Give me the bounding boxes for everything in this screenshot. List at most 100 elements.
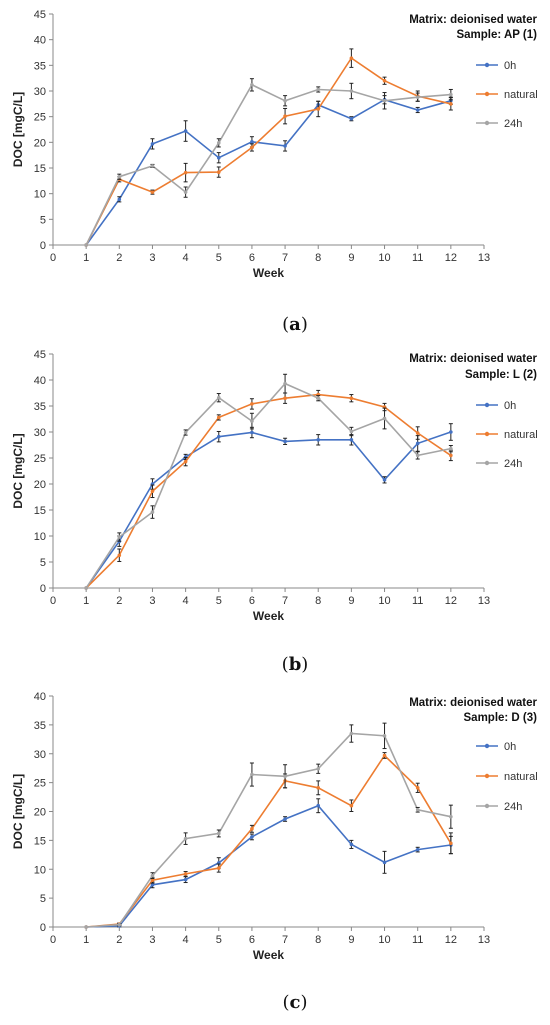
series-line-24h [85, 382, 451, 589]
data-point [316, 438, 321, 442]
series-line-0h [85, 98, 452, 246]
data-point [84, 586, 88, 590]
y-tick-label: 0 [40, 922, 46, 934]
legend-marker-0h [484, 743, 490, 749]
y-tick-label: 45 [34, 349, 46, 361]
data-point [150, 883, 155, 887]
x-tick-label: 7 [282, 934, 288, 946]
data-point [349, 116, 354, 121]
x-axis-label: Week [253, 609, 284, 623]
data-point [283, 774, 287, 779]
data-point [382, 416, 387, 421]
data-point [183, 170, 188, 175]
legend-label-0h: 0h [504, 400, 516, 412]
data-point [183, 872, 188, 876]
data-point [449, 102, 453, 106]
data-point [183, 836, 188, 841]
y-tick-label: 0 [40, 240, 46, 252]
annotation-matrix: Matrix: deionised water [409, 697, 537, 709]
x-tick-label: 5 [216, 252, 222, 264]
x-tick-label: 13 [478, 252, 490, 264]
x-tick-label: 12 [445, 252, 457, 264]
data-point [316, 396, 321, 401]
x-tick-label: 8 [315, 934, 321, 946]
x-tick-label: 11 [412, 595, 423, 607]
legend-marker-24h [484, 803, 490, 809]
y-tick-label: 10 [34, 864, 46, 876]
data-point [283, 817, 287, 821]
y-tick-label: 45 [34, 9, 46, 21]
data-point [183, 190, 188, 194]
y-tick-label: 15 [34, 505, 46, 517]
data-point [150, 142, 155, 146]
series-natural [84, 752, 453, 929]
series-line-24h [85, 83, 451, 246]
legend-label-24h: 24h [504, 801, 522, 813]
data-point [449, 430, 453, 434]
x-axis-label: Week [253, 948, 284, 962]
y-tick-label: 30 [34, 86, 46, 98]
data-point [415, 441, 420, 446]
data-point [415, 786, 420, 790]
panel-caption: (a) [282, 314, 308, 335]
data-point [84, 243, 88, 247]
data-point [415, 847, 420, 852]
x-tick-label: 2 [116, 934, 122, 946]
data-point [283, 396, 287, 401]
data-point [250, 83, 254, 87]
y-tick-label: 15 [34, 835, 46, 847]
data-point [283, 98, 287, 103]
data-point [250, 430, 254, 435]
x-tick-label: 5 [216, 934, 222, 946]
legend-label-0h: 0h [504, 741, 516, 753]
data-point [250, 827, 254, 831]
annotation-matrix: Matrix: deionised water [409, 14, 537, 26]
data-point [382, 734, 387, 738]
data-point [349, 438, 354, 442]
panel-caption: (c) [282, 992, 307, 1013]
y-tick-label: 5 [40, 214, 46, 226]
y-tick-label: 5 [40, 893, 46, 905]
data-point [183, 129, 188, 133]
x-tick-label: 5 [216, 595, 222, 607]
data-point [349, 842, 354, 847]
x-tick-label: 10 [378, 595, 390, 607]
data-point [449, 446, 453, 451]
y-tick-label: 25 [34, 112, 46, 124]
series-line-24h [86, 732, 451, 928]
data-point [316, 766, 321, 771]
x-tick-label: 0 [50, 252, 56, 264]
x-tick-label: 11 [412, 252, 423, 264]
y-tick-label: 35 [34, 60, 46, 72]
data-point [250, 402, 254, 406]
x-tick-label: 6 [249, 934, 255, 946]
data-point [316, 87, 321, 92]
y-tick-label: 20 [34, 479, 46, 491]
legend-label-natural: natural [504, 89, 538, 101]
data-point [382, 753, 387, 758]
y-tick-label: 30 [34, 427, 46, 439]
data-point [316, 107, 321, 111]
data-point [283, 114, 287, 118]
y-tick-label: 20 [34, 807, 46, 819]
x-tick-label: 11 [412, 934, 423, 946]
data-point [183, 430, 188, 435]
x-tick-label: 8 [315, 595, 321, 607]
data-point [216, 831, 221, 836]
data-point [150, 164, 155, 168]
y-tick-label: 30 [34, 749, 46, 761]
data-point [349, 429, 354, 434]
legend-label-24h: 24h [504, 118, 522, 130]
series-24h [84, 722, 453, 929]
data-point [117, 535, 122, 539]
data-point [216, 866, 221, 870]
y-tick-label: 5 [40, 557, 46, 569]
annotation-sample: Sample: D (3) [464, 712, 538, 724]
legend-marker-0h [484, 402, 490, 408]
data-point [283, 144, 287, 148]
y-tick-label: 25 [34, 453, 46, 465]
data-point [415, 807, 420, 812]
x-tick-label: 4 [183, 595, 189, 607]
series-24h [84, 78, 453, 247]
